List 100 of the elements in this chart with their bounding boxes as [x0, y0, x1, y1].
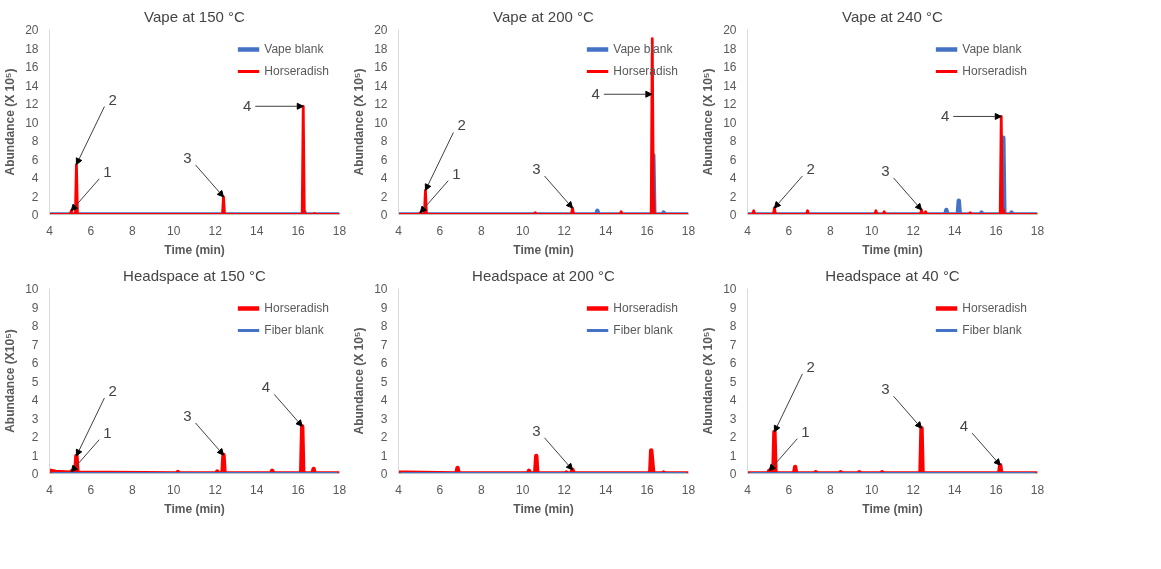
annotation: 3 — [183, 407, 192, 424]
y-tick-label: 6 — [31, 356, 39, 370]
x-tick-label: 8 — [478, 482, 486, 497]
y-tick-label: 5 — [380, 374, 388, 389]
x-tick-label: 12 — [557, 223, 572, 238]
annotation: 3 — [881, 161, 890, 179]
legend-label: Fiber blank — [962, 323, 1022, 337]
y-tick-label: 2 — [729, 189, 737, 204]
legend-label: Fiber blank — [264, 323, 324, 337]
x-tick-label: 4 — [744, 223, 752, 238]
y-tick-label: 16 — [723, 60, 737, 74]
y-tick-label: 12 — [723, 97, 737, 111]
y-tick-label: 12 — [374, 97, 388, 111]
legend-label: Vape blank — [264, 42, 324, 56]
x-tick-label: 16 — [989, 482, 1004, 497]
y-tick-label: 6 — [729, 356, 737, 370]
legend-label: Fiber blank — [613, 323, 673, 337]
y-tick-label: 18 — [723, 41, 737, 56]
annotation: 3 — [881, 380, 890, 398]
y-tick-label: 18 — [25, 41, 39, 56]
x-tick-label: 18 — [332, 482, 347, 497]
x-tick-label: 10 — [167, 223, 181, 238]
y-tick-label: 20 — [723, 23, 737, 37]
chart-title: Headspace at 150 °C — [123, 266, 267, 284]
annotation: 1 — [103, 423, 112, 441]
y-tick-label: 2 — [31, 189, 39, 204]
x-tick-label: 4 — [395, 482, 403, 497]
x-tick-label: 16 — [640, 482, 655, 497]
chart-title: Vape at 150 °C — [144, 7, 246, 25]
annotation: 2 — [806, 160, 815, 178]
annotation: 4 — [959, 417, 969, 435]
legend-label: Horseradish — [613, 301, 678, 315]
x-tick-label: 18 — [332, 223, 347, 238]
y-tick-label: 10 — [25, 282, 39, 296]
x-tick-label: 14 — [947, 223, 962, 238]
x-axis-title: Time (min) — [164, 501, 225, 516]
y-tick-label: 9 — [729, 300, 737, 315]
y-tick-label: 7 — [729, 337, 737, 352]
chart-title: Headspace at 200 °C — [472, 266, 616, 284]
annotation: 2 — [108, 90, 117, 108]
y-tick-label: 2 — [380, 189, 388, 204]
y-axis-title: Abundance (X 10⁵) — [352, 327, 367, 435]
x-axis-title: Time (min) — [862, 501, 923, 516]
y-tick-label: 10 — [723, 115, 737, 130]
y-tick-label: 0 — [729, 208, 737, 222]
y-tick-label: 3 — [31, 411, 39, 426]
annotation: 3 — [532, 160, 541, 178]
x-tick-label: 6 — [785, 223, 793, 238]
y-axis-title: Abundance (X 10⁵) — [701, 68, 716, 176]
x-tick-label: 12 — [208, 223, 223, 238]
x-tick-label: 16 — [291, 223, 306, 238]
y-tick-label: 6 — [31, 152, 39, 167]
y-tick-label: 7 — [380, 337, 388, 352]
x-tick-label: 16 — [989, 223, 1004, 238]
y-tick-label: 8 — [380, 319, 388, 333]
x-tick-label: 8 — [129, 223, 137, 238]
x-tick-label: 8 — [827, 223, 835, 238]
x-tick-label: 14 — [598, 223, 613, 238]
y-tick-label: 4 — [31, 393, 39, 407]
y-tick-label: 0 — [31, 467, 39, 481]
y-tick-label: 1 — [729, 448, 737, 463]
x-tick-label: 6 — [785, 482, 793, 497]
legend-label: Horseradish — [962, 301, 1027, 315]
y-tick-label: 7 — [31, 337, 39, 352]
x-axis-title: Time (min) — [862, 242, 923, 257]
annotation: 1 — [452, 164, 461, 182]
x-tick-label: 6 — [87, 223, 95, 238]
y-axis-title: Abundance (X 10⁵) — [701, 327, 716, 435]
y-tick-label: 3 — [729, 411, 737, 426]
x-tick-label: 10 — [516, 223, 530, 238]
y-tick-label: 9 — [31, 300, 39, 315]
annotation: 4 — [591, 85, 600, 103]
y-tick-label: 8 — [729, 134, 737, 148]
x-tick-label: 6 — [436, 223, 444, 238]
x-tick-label: 6 — [87, 482, 95, 497]
y-tick-label: 10 — [723, 282, 737, 296]
y-tick-label: 0 — [380, 467, 388, 481]
y-tick-label: 10 — [374, 115, 388, 130]
chart-title: Vape at 200 °C — [493, 7, 595, 25]
y-tick-label: 20 — [25, 23, 39, 37]
x-tick-label: 12 — [906, 223, 921, 238]
chart-title: Vape at 240 °C — [842, 7, 944, 25]
legend-label: Horseradish — [264, 64, 329, 78]
x-tick-label: 14 — [249, 223, 264, 238]
x-tick-label: 14 — [598, 482, 613, 497]
x-axis-title: Time (min) — [513, 242, 574, 257]
y-tick-label: 10 — [25, 115, 39, 130]
annotation: 2 — [806, 357, 815, 375]
y-tick-label: 2 — [31, 430, 39, 444]
x-tick-label: 4 — [46, 223, 54, 238]
x-tick-label: 18 — [681, 223, 696, 238]
y-axis-title: Abundance (X10⁵) — [3, 329, 18, 433]
y-tick-label: 0 — [729, 467, 737, 481]
y-tick-label: 5 — [729, 374, 737, 389]
x-tick-label: 16 — [291, 482, 306, 497]
legend-label: Vape blank — [962, 42, 1022, 56]
x-tick-label: 10 — [865, 223, 879, 238]
y-tick-label: 2 — [380, 430, 388, 444]
y-tick-label: 3 — [380, 411, 388, 426]
y-tick-label: 14 — [374, 78, 388, 93]
